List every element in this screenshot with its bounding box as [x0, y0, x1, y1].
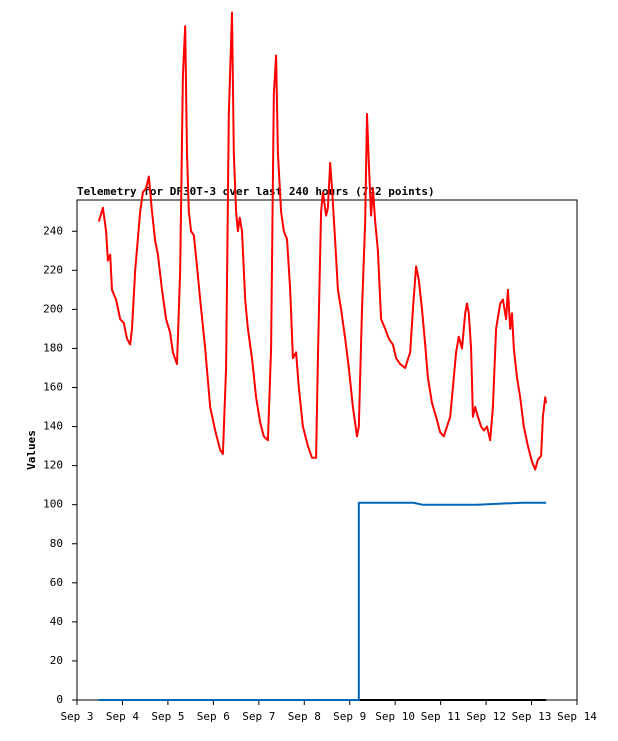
y-tick-label: 120 — [43, 459, 63, 472]
x-tick-label: Sep 8 — [288, 710, 321, 723]
y-tick-label: 60 — [50, 576, 63, 589]
y-tick-label: 180 — [43, 341, 63, 354]
x-tick-label: Sep 10 — [375, 710, 415, 723]
y-tick-label: 200 — [43, 302, 63, 315]
x-tick-label: Sep 3 — [60, 710, 93, 723]
x-tick-label: Sep 5 — [151, 710, 184, 723]
x-tick-label: Sep 9 — [333, 710, 366, 723]
x-tick-label: Sep 7 — [242, 710, 275, 723]
y-tick-label: 40 — [50, 615, 63, 628]
y-tick-label: 240 — [43, 224, 63, 237]
y-tick-label: 220 — [43, 263, 63, 276]
x-tick-label: Sep 11 — [421, 710, 461, 723]
y-tick-label: 80 — [50, 537, 63, 550]
y-tick-label: 20 — [50, 654, 63, 667]
x-tick-label: Sep 13 — [512, 710, 552, 723]
y-tick-label: 160 — [43, 381, 63, 394]
chart-title: Telemetry for DF30T-3 over last 240 hour… — [77, 185, 435, 198]
x-tick-label: Sep 14 — [557, 710, 597, 723]
y-tick-label: 100 — [43, 498, 63, 511]
series-line — [98, 501, 547, 701]
y-axis-label: Values — [25, 430, 38, 470]
y-tick-label: 0 — [56, 693, 63, 706]
x-tick-label: Sep 12 — [466, 710, 506, 723]
series-line — [97, 11, 548, 471]
y-tick-label: 140 — [43, 420, 63, 433]
x-tick-label: Sep 6 — [197, 710, 230, 723]
plot-frame — [76, 199, 578, 701]
x-tick-label: Sep 4 — [106, 710, 139, 723]
